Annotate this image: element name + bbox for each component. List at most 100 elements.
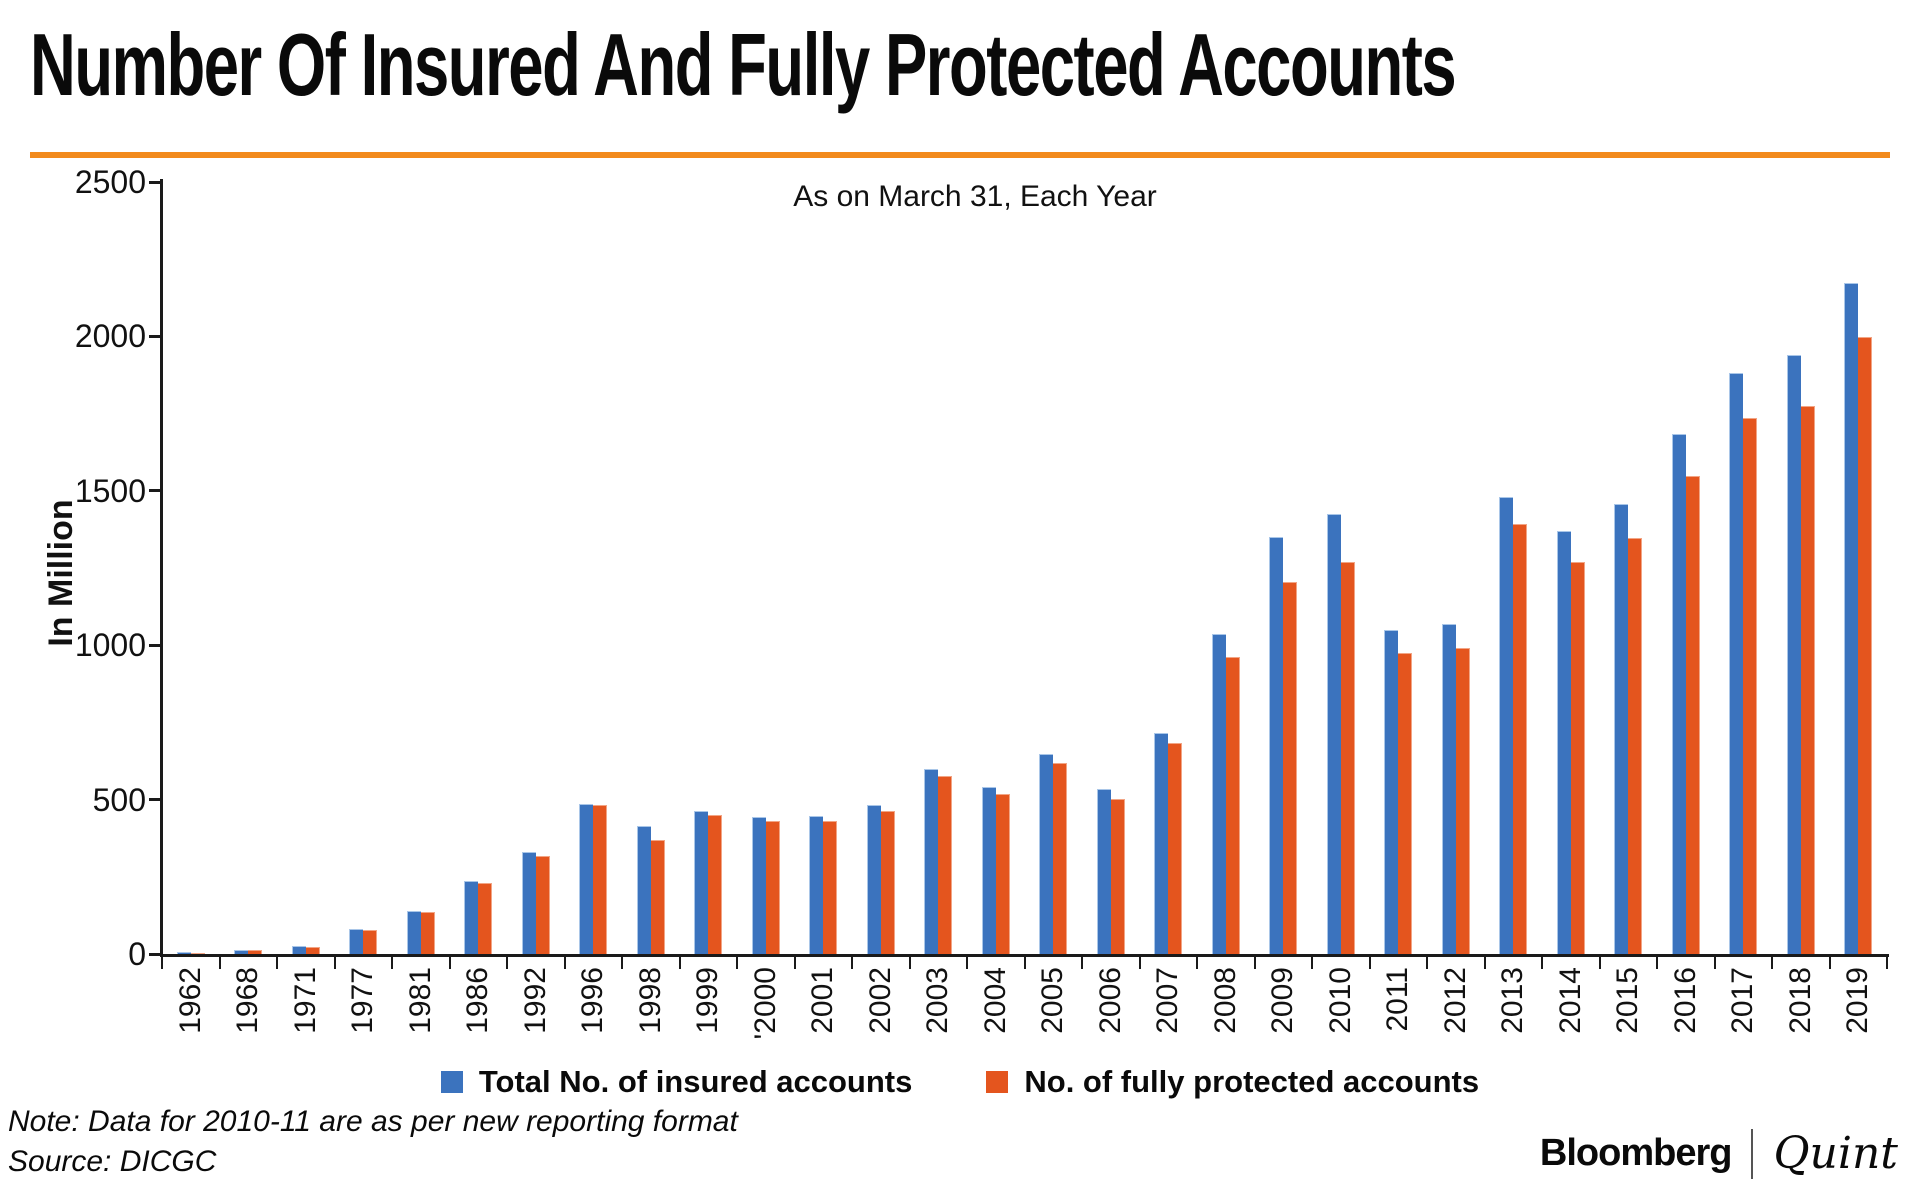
bar-insured-2010 [1327,514,1341,954]
bar-protected-2004 [996,794,1010,954]
y-tick [149,180,161,184]
x-tick-label: 2011 [1381,967,1415,1032]
x-tick-label: 2008 [1208,967,1242,1034]
bar-protected-1977 [363,930,377,954]
x-tick [1713,956,1716,969]
chart-subtitle: As on March 31, Each Year [793,180,1157,213]
bar-protected-2018 [1801,406,1815,954]
x-tick-label: 1962 [173,967,207,1034]
bar-insured-2001 [809,816,823,954]
legend-swatch-protected [986,1071,1009,1093]
bar-protected-1968 [248,950,262,954]
x-tick-label: 2014 [1553,967,1587,1034]
bar-insured-2018 [1787,355,1801,954]
bar-insured-1981 [407,911,421,954]
y-tick [149,952,161,956]
x-tick [1426,956,1428,969]
x-tick [736,956,738,969]
y-tick-label: 2500 [74,164,146,200]
x-tick-label: 1986 [461,967,495,1034]
x-tick [1253,956,1256,969]
bar-insured-2017 [1729,373,1743,954]
x-tick-label: 1968 [231,967,265,1034]
bar-protected-2006 [1111,799,1125,954]
x-tick-label: 2005 [1036,967,1070,1034]
bar-insured-2007 [1154,733,1168,954]
x-tick-label: '2000 [748,967,782,1040]
y-tick-label: 1000 [74,627,146,664]
x-tick [391,956,393,969]
x-tick-label: 1996 [576,967,610,1034]
legend-label-insured: Total No. of insured accounts [478,1064,913,1099]
title-rule [30,152,1890,158]
x-tick-label: 1999 [691,967,725,1034]
bar-insured-1999 [694,811,708,954]
y-tick-label: 500 [92,781,146,818]
y-tick [149,489,161,493]
bar-insured-2008 [1212,634,1226,954]
x-tick [1311,956,1313,969]
x-tick [1023,956,1026,969]
bar-insured-2019 [1844,283,1858,954]
footnote: Note: Data for 2010-11 are as per new re… [8,1102,738,1182]
legend-item-insured: Total No. of insured accounts [440,1064,913,1100]
bar-protected-2001 [823,821,837,954]
legend-item-protected: No. of fully protected accounts [986,1064,1479,1100]
bar-insured-1996 [579,804,593,954]
y-tick-label: 1500 [74,472,146,509]
bar-insured-2006 [1097,789,1111,954]
x-tick [506,956,508,969]
x-tick [1541,956,1543,969]
x-tick-label: 2013 [1496,967,1530,1034]
x-tick [1598,956,1601,969]
x-tick-label: 2015 [1611,967,1645,1034]
bar-protected-2009 [1283,582,1297,954]
bar-protected-2011 [1398,653,1412,954]
bar-protected-1996 [593,805,607,954]
bar-protected-2019 [1858,337,1872,954]
x-tick [333,956,336,969]
bar-insured-2011 [1384,630,1398,954]
x-tick-label: 2018 [1783,967,1817,1034]
brand-divider [1751,1128,1754,1179]
bar-insured-2003 [924,769,938,954]
brand-quint: Quint [1773,1128,1898,1179]
x-tick [1483,956,1486,969]
bar-insured-2014 [1557,531,1571,954]
x-tick-label: 2002 [863,967,897,1034]
bar-insured-1998 [637,826,651,954]
x-tick-label: 2003 [921,967,955,1034]
x-axis [160,954,1889,957]
x-tick [276,956,278,969]
x-tick [621,956,623,969]
x-tick [1081,956,1083,969]
x-tick-label: 2016 [1668,967,1702,1034]
x-tick-label: 1977 [346,967,380,1034]
bar-insured-1971 [292,946,306,954]
x-tick-label: 2010 [1323,967,1357,1034]
x-tick [1886,956,1888,969]
bar-insured-2004 [982,787,996,954]
y-axis [160,179,163,957]
bar-insured-1992 [522,852,536,954]
x-tick-label: 1981 [403,967,437,1034]
bar-protected-2013 [1513,524,1527,954]
x-tick-label: 1971 [288,967,322,1034]
bar-protected-1998 [651,840,665,954]
bar-insured-'2000 [752,817,766,954]
bar-protected-1981 [421,912,435,954]
x-tick [218,956,221,969]
bar-protected-2014 [1571,562,1585,954]
y-tick [149,334,161,338]
bar-protected-'2000 [766,821,780,954]
bar-protected-2017 [1743,418,1757,954]
note-text: Note: Data for 2010-11 are as per new re… [8,1105,738,1138]
y-tick [149,798,161,802]
x-tick-label: 2019 [1841,967,1875,1034]
bar-insured-2013 [1499,497,1513,954]
bar-protected-2016 [1686,476,1700,954]
x-tick [793,956,796,969]
brand-logo: Bloomberg Quint [1540,1128,1898,1179]
bar-protected-2002 [881,811,895,954]
